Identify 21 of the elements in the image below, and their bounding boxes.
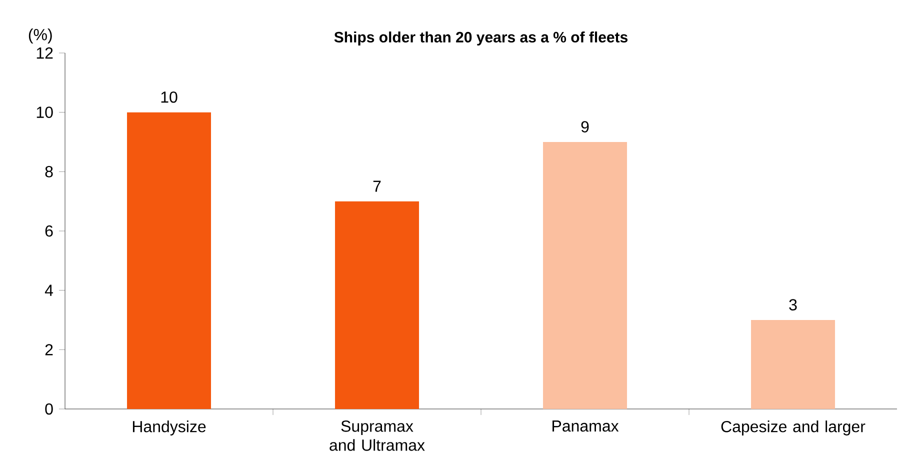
y-tick-label: 10 [36, 106, 53, 118]
x-tick-label: Capesize and larger [721, 420, 866, 436]
y-tick-label: 2 [45, 344, 53, 356]
data-label: 9 [581, 121, 589, 132]
bar [543, 142, 628, 409]
x-tick-label: Panamax [552, 420, 619, 432]
y-tick-label: 6 [45, 225, 53, 237]
y-tick-label: 12 [36, 47, 53, 59]
data-label: 7 [373, 180, 381, 192]
chart-title: Ships older than 20 years as a % of fleets [334, 31, 628, 46]
bar [335, 201, 420, 409]
bar [127, 112, 212, 409]
data-label: 3 [789, 299, 797, 310]
bar [751, 320, 836, 409]
y-tick-label: 4 [44, 284, 54, 296]
data-label: 10 [161, 91, 178, 103]
x-tick-label: Handysize [132, 420, 206, 436]
y-axis-title: (%) [28, 28, 52, 44]
y-tick-label: 8 [45, 166, 53, 178]
x-tick-label: Supramax and Ultramax [330, 420, 425, 451]
y-tick-label: 0 [45, 403, 53, 415]
